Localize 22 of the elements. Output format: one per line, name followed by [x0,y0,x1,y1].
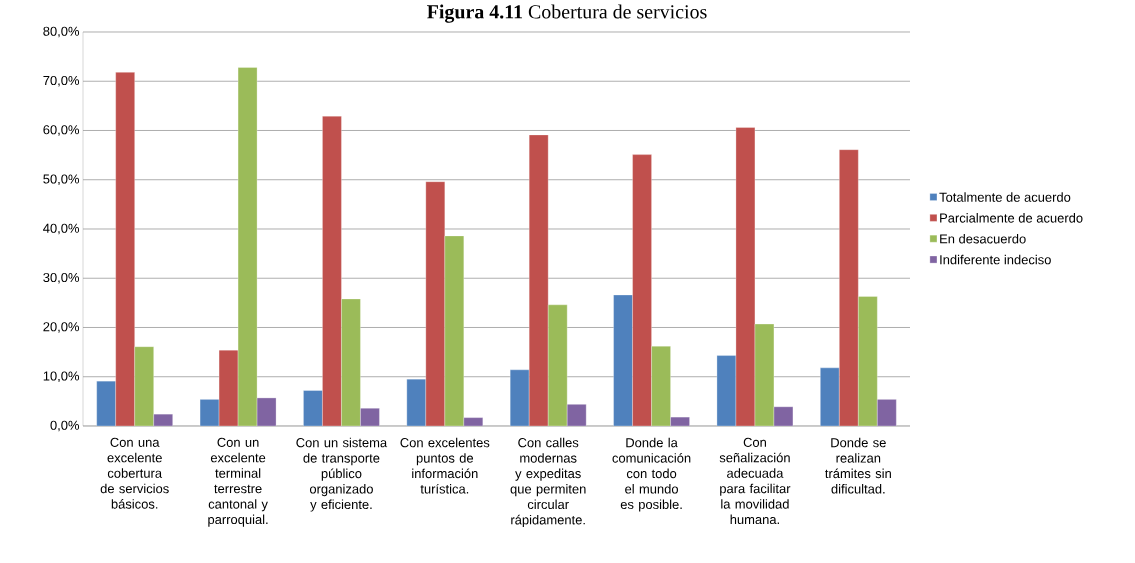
x-tick-label: Con señalización adecuada para facilitar la movilidad humana. [719,437,791,525]
y-tick-label: 80,0% [43,26,80,38]
legend-label: En desacuerdo [940,233,1026,244]
legend-label: Indiferente indeciso [940,254,1051,265]
y-tick-label: 0,0% [50,420,80,432]
x-tick-label: Con calles modernas y expeditas que permiten circular rápidamente. [510,437,586,528]
x-tick-label: Con un sistema de transporte público organizado y eficiente. [296,437,388,512]
y-tick-label: 40,0% [43,223,80,235]
legend-label: Totalmente de acuerdo [939,192,1071,202]
x-tick-label: Donde la comunicación con todo el mundo es posible. [612,437,691,512]
x-tick-label: Con excelentes puntos de información turística. [400,437,490,494]
y-tick-label: 60,0% [43,125,80,136]
y-tick-label: 30,0% [43,272,80,284]
chart-title: Figura 4.11 Cobertura de servicios [427,4,707,23]
legend-label: Parcialmente de acuerdo [940,213,1083,223]
y-tick-label: 20,0% [43,322,80,333]
y-tick-label: 10,0% [43,371,80,383]
x-tick-label: Donde se realizan trámites sin dificultad. [825,437,891,494]
y-tick-label: 70,0% [43,75,80,87]
x-tick-label: Con una excelente cobertura de servicios básicos. [100,437,169,509]
y-tick-label: 50,0% [43,174,80,186]
x-tick-label: Con un excelente terminal terrestre cantonal y parroquial. [208,437,268,527]
